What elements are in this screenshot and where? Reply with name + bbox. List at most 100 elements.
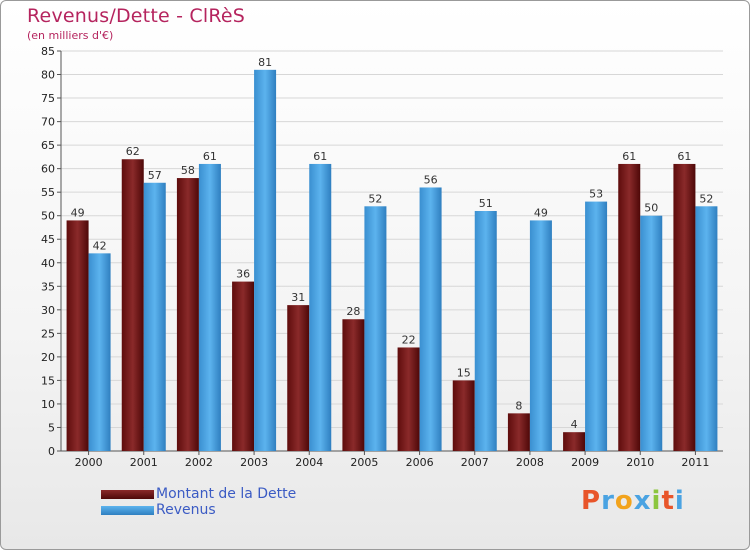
bar-revenus bbox=[419, 187, 442, 451]
data-label: 61 bbox=[622, 150, 636, 163]
data-label: 15 bbox=[457, 366, 471, 379]
y-tick-label: 70 bbox=[41, 116, 55, 129]
y-tick-labels: 0 5 10 15 20 25 30 35 40 45 50 55 60 65 70 75 80 85 bbox=[41, 45, 55, 458]
bar-dette bbox=[342, 319, 365, 451]
legend-swatch-revenus bbox=[101, 506, 154, 515]
logo-letter: x bbox=[633, 486, 652, 516]
bar-revenus bbox=[640, 215, 663, 451]
y-tick-label: 30 bbox=[41, 304, 55, 317]
y-tick-label: 50 bbox=[41, 210, 55, 223]
bar-dette bbox=[397, 347, 420, 451]
bars bbox=[66, 69, 718, 452]
logo-letter: t bbox=[661, 486, 675, 516]
x-tick-label: 2005 bbox=[350, 456, 378, 469]
legend-label-debt: Montant de la Dette bbox=[156, 486, 297, 502]
logo-letter: P bbox=[581, 486, 602, 516]
bar-revenus bbox=[198, 163, 221, 452]
x-tick-label: 2000 bbox=[75, 456, 103, 469]
y-tick-label: 35 bbox=[41, 280, 55, 293]
data-labels: 49 42 62 57 58 61 36 81 31 61 28 52 22 56 15 51 8 49 4 53 61… bbox=[71, 56, 714, 431]
bar-dette bbox=[232, 281, 255, 451]
y-tick-label: 60 bbox=[41, 163, 55, 176]
bar-revenus bbox=[88, 253, 111, 451]
logo-letter: i bbox=[674, 486, 685, 516]
x-tick-label: 2011 bbox=[681, 456, 709, 469]
chart-subtitle: (en milliers d'€) bbox=[27, 29, 114, 42]
y-tick-label: 85 bbox=[41, 45, 55, 58]
chart-title: Revenus/Dette - ClRèS bbox=[27, 5, 246, 27]
x-tick-label: 2009 bbox=[571, 456, 599, 469]
data-label: 50 bbox=[644, 202, 658, 215]
data-label: 49 bbox=[71, 206, 85, 219]
data-label: 22 bbox=[402, 333, 416, 346]
legend-swatch-debt bbox=[101, 490, 154, 499]
data-label: 4 bbox=[571, 418, 578, 431]
bar-dette bbox=[673, 163, 696, 452]
y-tick-label: 25 bbox=[41, 327, 55, 340]
bar-dette bbox=[563, 432, 586, 451]
bar-revenus bbox=[529, 220, 552, 451]
y-tick-label: 10 bbox=[41, 398, 55, 411]
legend-label-revenus: Revenus bbox=[156, 502, 216, 518]
data-label: 36 bbox=[236, 268, 250, 281]
logo-letter: r bbox=[601, 486, 615, 516]
bar-dette bbox=[507, 413, 530, 451]
y-tick-label: 80 bbox=[41, 69, 55, 82]
data-label: 61 bbox=[677, 150, 691, 163]
bar-revenus bbox=[364, 206, 387, 451]
data-label: 53 bbox=[589, 188, 603, 201]
y-tick-label: 55 bbox=[41, 186, 55, 199]
bar-dette bbox=[618, 163, 641, 452]
axes bbox=[57, 50, 723, 455]
data-label: 61 bbox=[313, 150, 327, 163]
x-tick-labels: 2000 2001 2002 2003 2004 2005 2006 2007 2008 2009… bbox=[75, 456, 710, 469]
bar-revenus bbox=[474, 211, 497, 451]
x-tick-label: 2003 bbox=[240, 456, 268, 469]
data-label: 28 bbox=[346, 305, 360, 318]
data-label: 81 bbox=[258, 56, 272, 69]
bar-revenus bbox=[309, 163, 332, 452]
x-tick-label: 2010 bbox=[626, 456, 654, 469]
bar-dette bbox=[176, 178, 199, 451]
x-tick-label: 2007 bbox=[461, 456, 489, 469]
data-label: 61 bbox=[203, 150, 217, 163]
x-tick-label: 2006 bbox=[406, 456, 434, 469]
data-label: 58 bbox=[181, 164, 195, 177]
y-tick-label: 40 bbox=[41, 257, 55, 270]
data-label: 62 bbox=[126, 145, 140, 158]
data-label: 42 bbox=[93, 239, 107, 252]
bar-dette bbox=[287, 305, 310, 451]
data-label: 51 bbox=[479, 197, 493, 210]
bar-revenus bbox=[695, 206, 718, 451]
x-tick-label: 2008 bbox=[516, 456, 544, 469]
x-tick-label: 2004 bbox=[295, 456, 323, 469]
bar-dette bbox=[452, 380, 475, 451]
data-label: 31 bbox=[291, 291, 305, 304]
y-tick-label: 45 bbox=[41, 233, 55, 246]
grid-lines bbox=[61, 50, 723, 452]
y-tick-label: 65 bbox=[41, 139, 55, 152]
x-tick-label: 2002 bbox=[185, 456, 213, 469]
proxiti-logo: Proxiti bbox=[581, 486, 685, 516]
y-tick-label: 20 bbox=[41, 351, 55, 364]
logo-letter: o bbox=[614, 486, 634, 516]
data-label: 8 bbox=[515, 399, 522, 412]
bar-revenus bbox=[585, 201, 608, 451]
y-tick-label: 75 bbox=[41, 92, 55, 105]
bar-revenus bbox=[254, 69, 277, 451]
y-tick-label: 0 bbox=[48, 445, 55, 458]
logo-letter: i bbox=[651, 486, 662, 516]
data-label: 57 bbox=[148, 169, 162, 182]
y-tick-label: 5 bbox=[48, 421, 55, 434]
x-tick-label: 2001 bbox=[130, 456, 158, 469]
bar-dette bbox=[121, 159, 144, 451]
data-label: 56 bbox=[424, 173, 438, 186]
data-label: 52 bbox=[368, 192, 382, 205]
y-tick-label: 15 bbox=[41, 374, 55, 387]
bar-dette bbox=[66, 220, 89, 451]
bar-revenus bbox=[143, 182, 166, 451]
data-label: 52 bbox=[699, 192, 713, 205]
data-label: 49 bbox=[534, 206, 548, 219]
